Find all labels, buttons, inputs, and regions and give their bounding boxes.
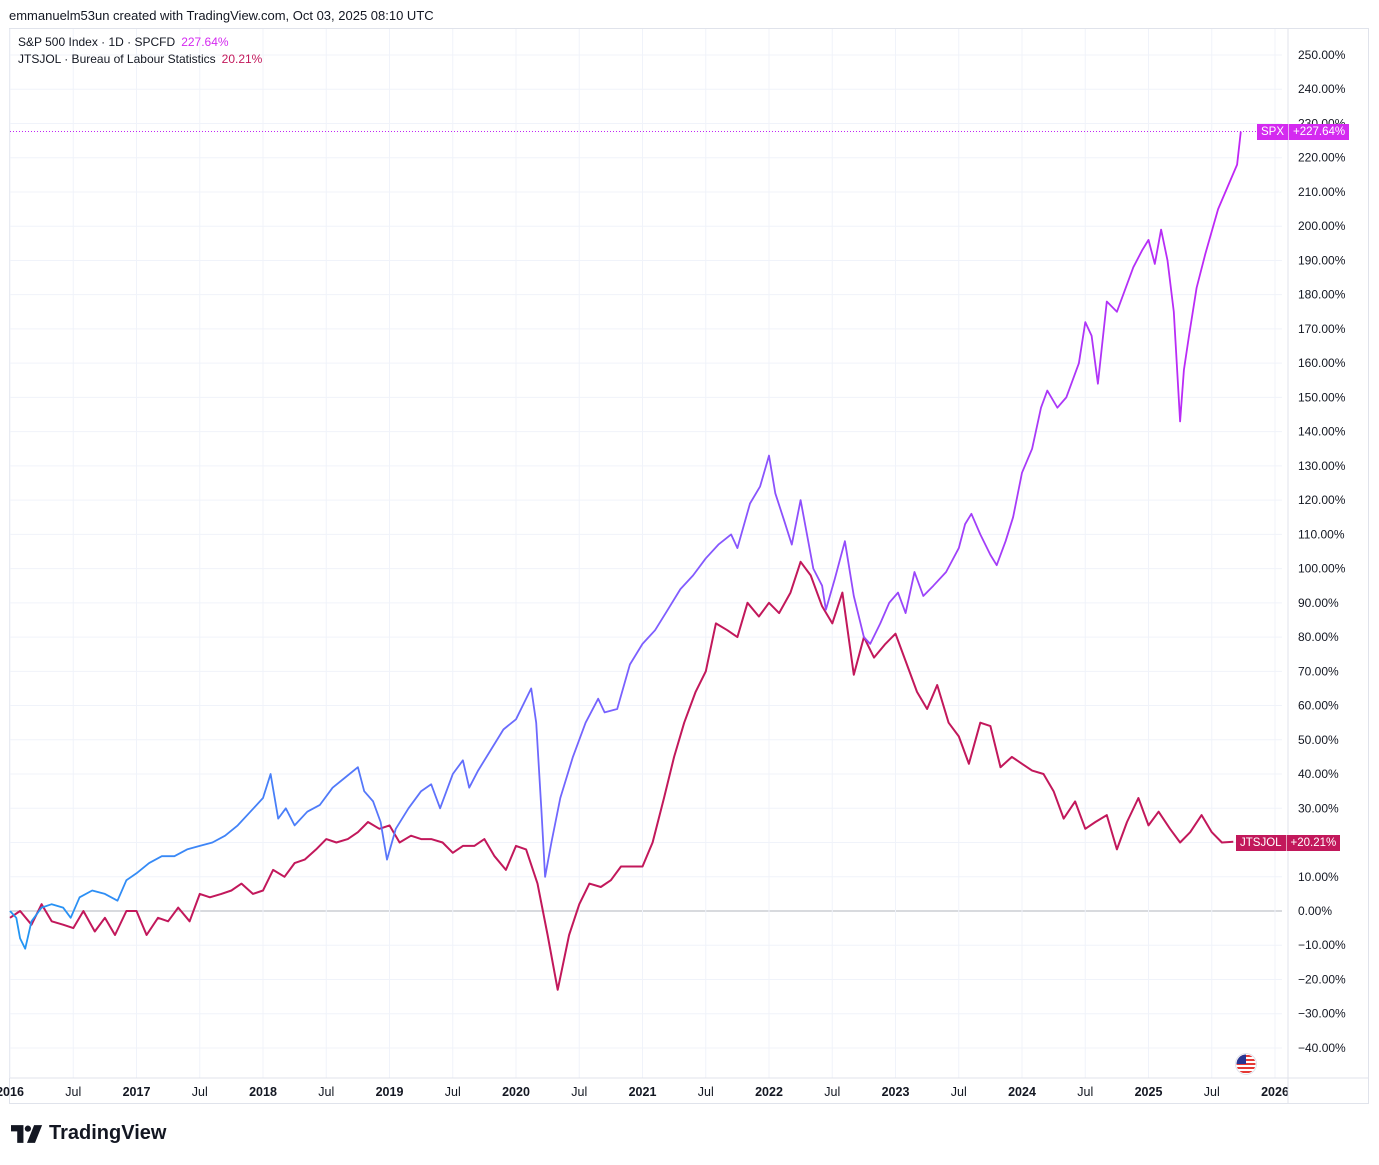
x-tick-label: Jul — [192, 1085, 208, 1099]
y-tick-label: 90.00% — [1298, 596, 1339, 610]
spx-tag-value: +227.64% — [1293, 126, 1346, 138]
x-tick-label: Jul — [951, 1085, 967, 1099]
y-tick-label: 70.00% — [1298, 664, 1339, 678]
x-tick-label: 2018 — [249, 1085, 277, 1099]
y-tick-label: 140.00% — [1298, 425, 1346, 439]
jtsjol-tag-value: +20.21% — [1290, 837, 1337, 849]
x-tick-label: 2021 — [629, 1085, 657, 1099]
series-layer — [9, 131, 1282, 991]
y-tick-label: −20.00% — [1298, 972, 1346, 986]
x-tick-label: 2019 — [376, 1085, 404, 1099]
x-tick-label: 2025 — [1135, 1085, 1163, 1099]
legend-jtsjol-value: 20.21% — [221, 52, 263, 66]
y-tick-label: −30.00% — [1298, 1007, 1346, 1021]
x-tick-label: 2023 — [882, 1085, 910, 1099]
y-tick-label: 110.00% — [1298, 527, 1345, 541]
y-tick-label: −40.00% — [1298, 1041, 1346, 1055]
y-tick-label: 60.00% — [1298, 699, 1339, 713]
y-tick-label: 0.00% — [1298, 904, 1332, 918]
legend-spx-name: S&P 500 Index · 1D · SPCFD — [18, 35, 176, 49]
us-flag-icon[interactable] — [1235, 1053, 1257, 1075]
y-tick-label: 170.00% — [1298, 322, 1346, 336]
chart-header: emmanuelm53un created with TradingView.c… — [9, 8, 434, 23]
x-tick-label: Jul — [445, 1085, 461, 1099]
y-tick-label: 10.00% — [1298, 870, 1339, 884]
jtsjol-price-tag: JTSJOL +20.21% — [1236, 835, 1341, 851]
x-tick-label: Jul — [698, 1085, 714, 1099]
y-tick-label: 200.00% — [1298, 219, 1346, 233]
y-tick-label: 220.00% — [1298, 151, 1346, 165]
x-tick-label: 2026 — [1261, 1085, 1289, 1099]
x-tick-label: 2024 — [1008, 1085, 1036, 1099]
x-tick-label: 2017 — [123, 1085, 151, 1099]
y-tick-label: −10.00% — [1298, 938, 1346, 952]
tradingview-logo-icon — [11, 1124, 43, 1143]
tradingview-logo-text: TradingView — [49, 1122, 167, 1144]
y-tick-label: 180.00% — [1298, 288, 1346, 302]
axes: 250.00%240.00%230.00%220.00%210.00%200.0… — [0, 29, 1369, 1103]
tradingview-logo[interactable]: TradingView — [11, 1122, 166, 1145]
x-tick-label: Jul — [65, 1085, 81, 1099]
x-tick-label: Jul — [824, 1085, 840, 1099]
x-tick-label: 2016 — [0, 1085, 24, 1099]
spx-tag-symbol: SPX — [1257, 124, 1290, 140]
legend-jtsjol-name: JTSJOL · Bureau of Labour Statistics — [18, 52, 216, 66]
legend-jtsjol[interactable]: JTSJOL · Bureau of Labour Statistics 20.2… — [18, 52, 262, 66]
series-jtsjol-line — [9, 560, 1234, 991]
y-tick-label: 160.00% — [1298, 356, 1346, 370]
y-tick-label: 120.00% — [1298, 493, 1346, 507]
y-tick-label: 50.00% — [1298, 733, 1339, 747]
y-tick-label: 100.00% — [1298, 562, 1346, 576]
x-tick-label: Jul — [1204, 1085, 1220, 1099]
y-tick-label: 30.00% — [1298, 801, 1339, 815]
y-tick-label: 190.00% — [1298, 253, 1346, 267]
x-tick-label: 2020 — [502, 1085, 530, 1099]
y-tick-label: 130.00% — [1298, 459, 1346, 473]
y-tick-label: 250.00% — [1298, 48, 1346, 62]
y-tick-label: 240.00% — [1298, 82, 1346, 96]
y-tick-label: 150.00% — [1298, 390, 1346, 404]
x-tick-label: Jul — [1077, 1085, 1093, 1099]
jtsjol-tag-symbol: JTSJOL — [1236, 835, 1287, 851]
legend-spx-value: 227.64% — [181, 35, 229, 49]
legend-spx[interactable]: S&P 500 Index · 1D · SPCFD 227.64% — [18, 35, 229, 49]
grid — [9, 29, 1282, 1078]
spx-price-tag: SPX +227.64% — [1257, 124, 1350, 140]
x-tick-label: 2022 — [755, 1085, 783, 1099]
series-spx-line — [9, 131, 1242, 950]
y-tick-label: 210.00% — [1298, 185, 1346, 199]
x-tick-label: Jul — [571, 1085, 587, 1099]
x-tick-label: Jul — [318, 1085, 334, 1099]
y-tick-label: 40.00% — [1298, 767, 1339, 781]
y-tick-label: 80.00% — [1298, 630, 1339, 644]
